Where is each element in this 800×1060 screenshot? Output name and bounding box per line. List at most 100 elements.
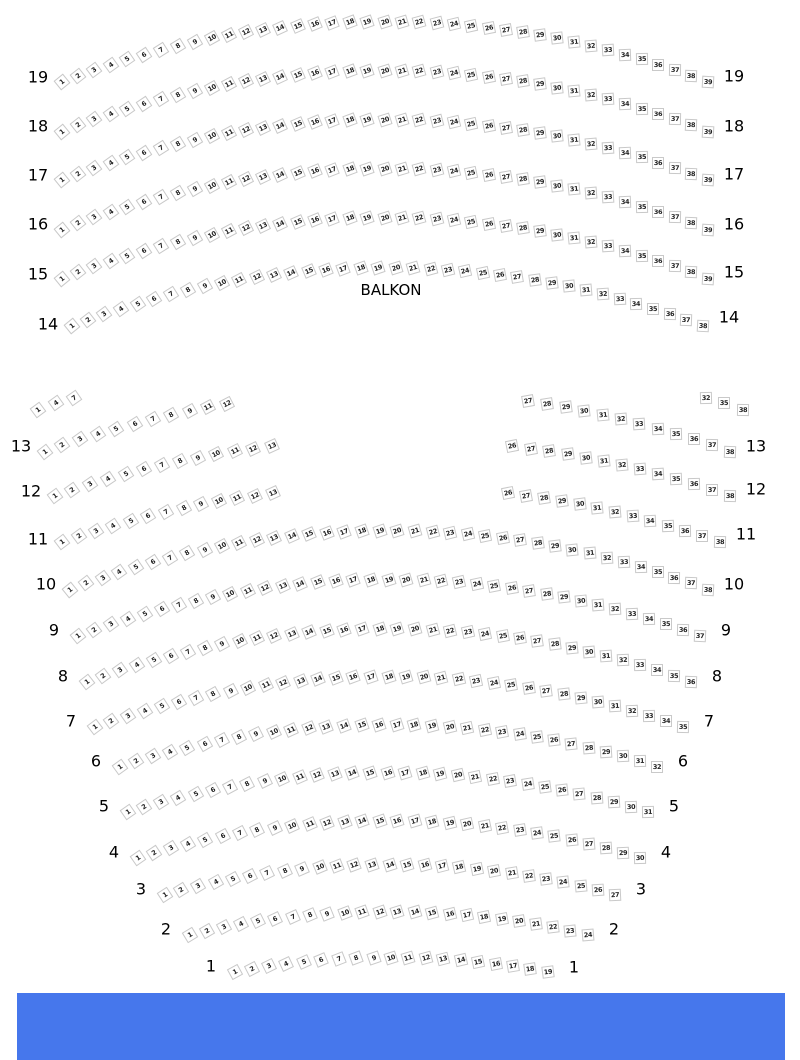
seat[interactable]: 32: [584, 186, 598, 200]
seat[interactable]: 31: [595, 408, 610, 422]
seat[interactable]: 6: [196, 735, 213, 753]
seat[interactable]: 9: [181, 402, 199, 420]
seat[interactable]: 4: [102, 56, 120, 73]
seat[interactable]: 31: [591, 598, 605, 611]
seat[interactable]: 24: [486, 675, 502, 690]
seat[interactable]: 6: [214, 828, 231, 845]
seat[interactable]: 19: [432, 766, 448, 782]
seat[interactable]: 13: [255, 168, 272, 185]
seat[interactable]: 8: [249, 822, 266, 839]
seat[interactable]: 24: [520, 776, 535, 791]
seat[interactable]: 10: [337, 904, 353, 921]
seat[interactable]: 31: [641, 805, 654, 818]
seat[interactable]: 16: [318, 261, 334, 278]
seat[interactable]: 7: [152, 188, 170, 206]
seat[interactable]: 23: [429, 15, 444, 31]
seat[interactable]: 18: [523, 962, 538, 976]
seat[interactable]: 13: [255, 217, 272, 234]
seat[interactable]: 7: [157, 503, 175, 521]
seat[interactable]: 32: [584, 39, 598, 53]
seat[interactable]: 26: [481, 216, 496, 231]
seat[interactable]: 30: [582, 645, 596, 659]
seat[interactable]: 27: [582, 837, 596, 851]
seat[interactable]: 20: [398, 572, 414, 588]
seat[interactable]: 33: [632, 417, 646, 430]
seat[interactable]: 30: [550, 227, 565, 242]
seat[interactable]: 15: [289, 66, 306, 83]
seat[interactable]: 14: [272, 68, 289, 85]
seat[interactable]: 29: [533, 28, 548, 42]
seat[interactable]: 3: [71, 430, 89, 448]
seat[interactable]: 30: [624, 800, 637, 813]
seat[interactable]: 28: [516, 123, 530, 138]
seat[interactable]: 37: [668, 63, 681, 77]
seat[interactable]: 27: [498, 169, 513, 184]
seat[interactable]: 17: [363, 669, 379, 685]
seat[interactable]: 34: [651, 664, 664, 677]
seat[interactable]: 1: [129, 849, 146, 866]
seat[interactable]: 1: [29, 401, 46, 418]
seat[interactable]: 31: [608, 699, 622, 713]
seat[interactable]: 3: [85, 111, 103, 128]
seat[interactable]: 23: [429, 113, 444, 129]
seat[interactable]: 28: [516, 74, 530, 89]
seat[interactable]: 29: [599, 745, 613, 759]
seat[interactable]: 7: [162, 286, 180, 303]
seat[interactable]: 11: [257, 677, 274, 694]
seat[interactable]: 21: [394, 161, 410, 177]
seat[interactable]: 31: [597, 454, 611, 468]
seat[interactable]: 9: [186, 82, 203, 100]
seat[interactable]: 21: [416, 572, 432, 588]
seat[interactable]: 25: [464, 165, 479, 180]
seat[interactable]: 4: [102, 252, 120, 270]
seat[interactable]: 3: [144, 748, 162, 765]
seat[interactable]: 6: [170, 693, 188, 710]
seat[interactable]: 21: [407, 523, 423, 539]
seat[interactable]: 2: [69, 116, 87, 134]
seat[interactable]: 26: [513, 631, 527, 646]
seat[interactable]: 13: [263, 438, 280, 455]
seat[interactable]: 1: [111, 758, 128, 775]
seat[interactable]: 21: [529, 917, 543, 931]
seat[interactable]: 25: [495, 628, 510, 643]
seat[interactable]: 4: [47, 395, 65, 412]
seat[interactable]: 3: [260, 958, 278, 975]
seat[interactable]: 30: [616, 750, 630, 763]
seat[interactable]: 34: [630, 297, 643, 310]
seat[interactable]: 13: [364, 857, 380, 873]
seat[interactable]: 3: [190, 877, 207, 895]
seat[interactable]: 18: [406, 717, 422, 733]
seat[interactable]: 26: [481, 118, 496, 133]
seat[interactable]: 31: [567, 35, 581, 49]
seat[interactable]: 26: [591, 883, 604, 897]
seat[interactable]: 11: [220, 27, 237, 44]
seat[interactable]: 5: [197, 831, 214, 849]
seat[interactable]: 25: [504, 678, 519, 692]
seat[interactable]: 15: [301, 526, 318, 542]
seat[interactable]: 17: [324, 211, 341, 227]
seat[interactable]: 31: [583, 546, 597, 560]
seat[interactable]: 7: [153, 456, 170, 474]
seat[interactable]: 30: [572, 497, 587, 512]
seat[interactable]: 6: [153, 600, 170, 618]
seat[interactable]: 22: [434, 573, 449, 589]
seat[interactable]: 29: [548, 539, 562, 553]
seat[interactable]: 6: [135, 242, 153, 260]
seat[interactable]: 11: [226, 443, 243, 460]
seat[interactable]: 35: [661, 519, 674, 532]
seat[interactable]: 12: [418, 950, 434, 966]
seat[interactable]: 27: [608, 888, 621, 901]
seat[interactable]: 37: [693, 629, 706, 642]
seat[interactable]: 14: [292, 575, 309, 592]
seat[interactable]: 5: [118, 100, 136, 118]
seat[interactable]: 21: [477, 818, 492, 833]
seat[interactable]: 32: [609, 602, 622, 616]
seat[interactable]: 36: [668, 571, 681, 584]
seat[interactable]: 9: [186, 131, 203, 149]
seat[interactable]: 10: [311, 859, 328, 876]
seat[interactable]: 9: [193, 496, 210, 513]
seat[interactable]: 27: [518, 488, 533, 503]
seat[interactable]: 25: [475, 265, 490, 280]
seat[interactable]: 21: [394, 63, 410, 79]
seat[interactable]: 17: [389, 717, 405, 733]
